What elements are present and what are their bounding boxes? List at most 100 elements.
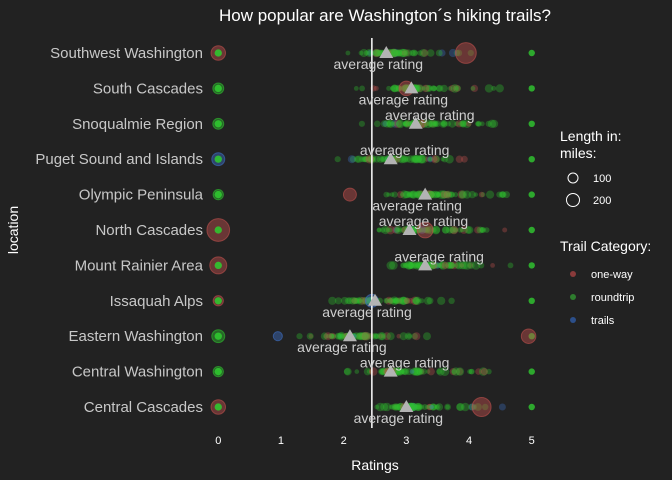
trail-point-center (214, 332, 222, 340)
trail-point (397, 227, 402, 233)
trail-point (390, 84, 399, 93)
trail-point (400, 190, 409, 199)
trail-point (436, 368, 442, 375)
trail-point (362, 297, 370, 305)
trail-point (359, 333, 366, 340)
trail-point (454, 261, 463, 270)
trail-point (452, 192, 459, 198)
trail-point (363, 333, 369, 339)
trail-point (412, 50, 419, 56)
trail-point (390, 50, 397, 56)
trail-point-center (214, 261, 222, 269)
trail-point (361, 332, 369, 341)
trail-point-one-way (520, 328, 537, 344)
trail-point (457, 190, 466, 199)
trail-point (359, 332, 367, 340)
trail-point (397, 155, 405, 163)
trail-point (391, 85, 398, 92)
trail-point (426, 297, 434, 305)
trail-point (406, 155, 415, 164)
trail-point (421, 49, 429, 57)
trail-point (407, 297, 414, 304)
trail-point (353, 86, 359, 91)
trail-point (393, 298, 399, 304)
trail-point (418, 226, 427, 234)
trail-point (412, 367, 421, 376)
trail-point (431, 190, 440, 199)
trail-point (374, 404, 380, 410)
trail-point (360, 332, 369, 341)
trail-point (426, 404, 433, 410)
trail-point (374, 120, 381, 128)
trail-point (379, 368, 385, 375)
location-label: Puget Sound and Islands (35, 151, 203, 168)
trail-point (418, 154, 428, 164)
average-marker (418, 258, 433, 271)
trail-point (436, 367, 445, 376)
trail-point (404, 155, 411, 163)
trail-point (429, 262, 436, 269)
trail-point (390, 403, 397, 411)
trail-point (410, 367, 419, 376)
trail-point (404, 261, 413, 270)
trail-point (410, 296, 420, 306)
trail-point (409, 191, 417, 198)
trail-point (362, 156, 369, 163)
trail-point-center (214, 120, 222, 128)
trail-point (471, 261, 481, 270)
trail-point (528, 85, 535, 92)
trail-point (432, 226, 441, 234)
trail-point (340, 333, 346, 339)
trail-point (391, 49, 399, 57)
trail-point (401, 156, 408, 163)
trail-point (386, 121, 392, 127)
trail-point (404, 297, 411, 304)
trail-point (458, 120, 465, 127)
trail-point (399, 48, 408, 58)
trail-point (455, 85, 462, 92)
trail-point (447, 86, 453, 91)
trail-point (401, 50, 407, 56)
average-label: average rating (354, 410, 444, 426)
trail-point (398, 296, 407, 305)
trail-point (495, 84, 504, 93)
trail-point (362, 156, 368, 162)
trail-point (401, 368, 407, 375)
trail-point (357, 332, 367, 341)
trail-point (449, 225, 459, 235)
trail-point (400, 48, 409, 58)
trail-point (460, 261, 469, 270)
trail-point (430, 404, 437, 410)
trail-point (366, 156, 372, 162)
trail-point (454, 121, 460, 127)
trail-point (358, 120, 365, 127)
trail-point (386, 85, 392, 91)
trail-point (376, 227, 381, 233)
legend-category-key (570, 271, 576, 277)
trail-point (328, 296, 337, 305)
legend-category-label: trails (591, 315, 615, 327)
trail-point (410, 49, 418, 57)
trail-point (397, 404, 402, 410)
trail-point (470, 86, 476, 91)
trail-point (444, 403, 451, 411)
trail-point (386, 332, 395, 341)
trail-point (474, 403, 482, 411)
trail-point (432, 120, 439, 128)
trail-point (405, 261, 414, 270)
trail-point (484, 84, 494, 93)
trail-point (306, 332, 314, 340)
trail-point (462, 190, 472, 199)
trail-point (394, 403, 402, 411)
trail-point (429, 191, 435, 198)
trail-point (363, 156, 369, 162)
trail-point (475, 121, 480, 127)
trail-point (429, 120, 436, 128)
trail-point (466, 121, 472, 127)
trail-point (528, 120, 535, 128)
trail-point-one-way (455, 42, 477, 64)
trail-point (528, 297, 535, 304)
trail-point (396, 120, 404, 128)
trail-point (339, 333, 345, 339)
